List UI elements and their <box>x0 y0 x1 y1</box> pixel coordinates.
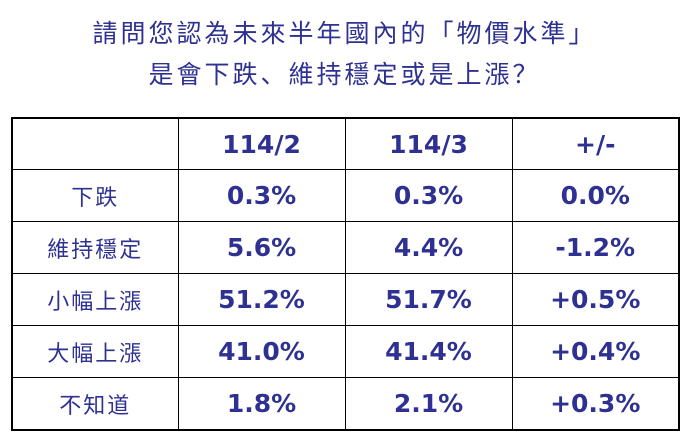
value-cell: 41.0% <box>177 325 346 378</box>
title-line-1: 請問您認為未來半年國內的「物價水準」 <box>92 19 597 48</box>
table-row: 維持穩定 5.6% 4.4% -1.2% <box>11 221 680 274</box>
value-cell: 4.4% <box>344 221 513 274</box>
title-line-2: 是會下跌、維持穩定或是上漲？ <box>148 60 541 89</box>
value-cell: 0.3% <box>344 169 513 222</box>
value-cell: 5.6% <box>177 221 346 274</box>
header-cell-114-3: 114/3 <box>344 117 513 170</box>
price-expectation-table: 114/2 114/3 +/- 下跌 0.3% 0.3% 0.0% 維持穩定 5… <box>11 117 680 431</box>
row-label: 大幅上漲 <box>11 325 179 378</box>
change-cell: +0.4% <box>511 325 680 378</box>
row-label: 維持穩定 <box>11 221 179 274</box>
table-row: 下跌 0.3% 0.3% 0.0% <box>11 169 680 222</box>
table-header-row: 114/2 114/3 +/- <box>11 117 680 170</box>
change-cell: 0.0% <box>511 169 680 222</box>
table-row: 大幅上漲 41.0% 41.4% +0.4% <box>11 325 680 378</box>
row-label: 小幅上漲 <box>11 273 179 326</box>
table-row: 小幅上漲 51.2% 51.7% +0.5% <box>11 273 680 326</box>
table-row: 不知道 1.8% 2.1% +0.3% <box>11 377 680 431</box>
value-cell: 51.2% <box>177 273 346 326</box>
value-cell: 41.4% <box>344 325 513 378</box>
change-cell: +0.3% <box>511 377 680 431</box>
change-cell: -1.2% <box>511 221 680 274</box>
header-cell-empty <box>11 117 179 170</box>
header-cell-change: +/- <box>511 117 680 170</box>
value-cell: 0.3% <box>177 169 346 222</box>
change-cell: +0.5% <box>511 273 680 326</box>
header-cell-114-2: 114/2 <box>177 117 346 170</box>
value-cell: 2.1% <box>344 377 513 431</box>
value-cell: 1.8% <box>177 377 346 431</box>
row-label: 下跌 <box>11 169 179 222</box>
row-label: 不知道 <box>11 377 179 431</box>
value-cell: 51.7% <box>344 273 513 326</box>
